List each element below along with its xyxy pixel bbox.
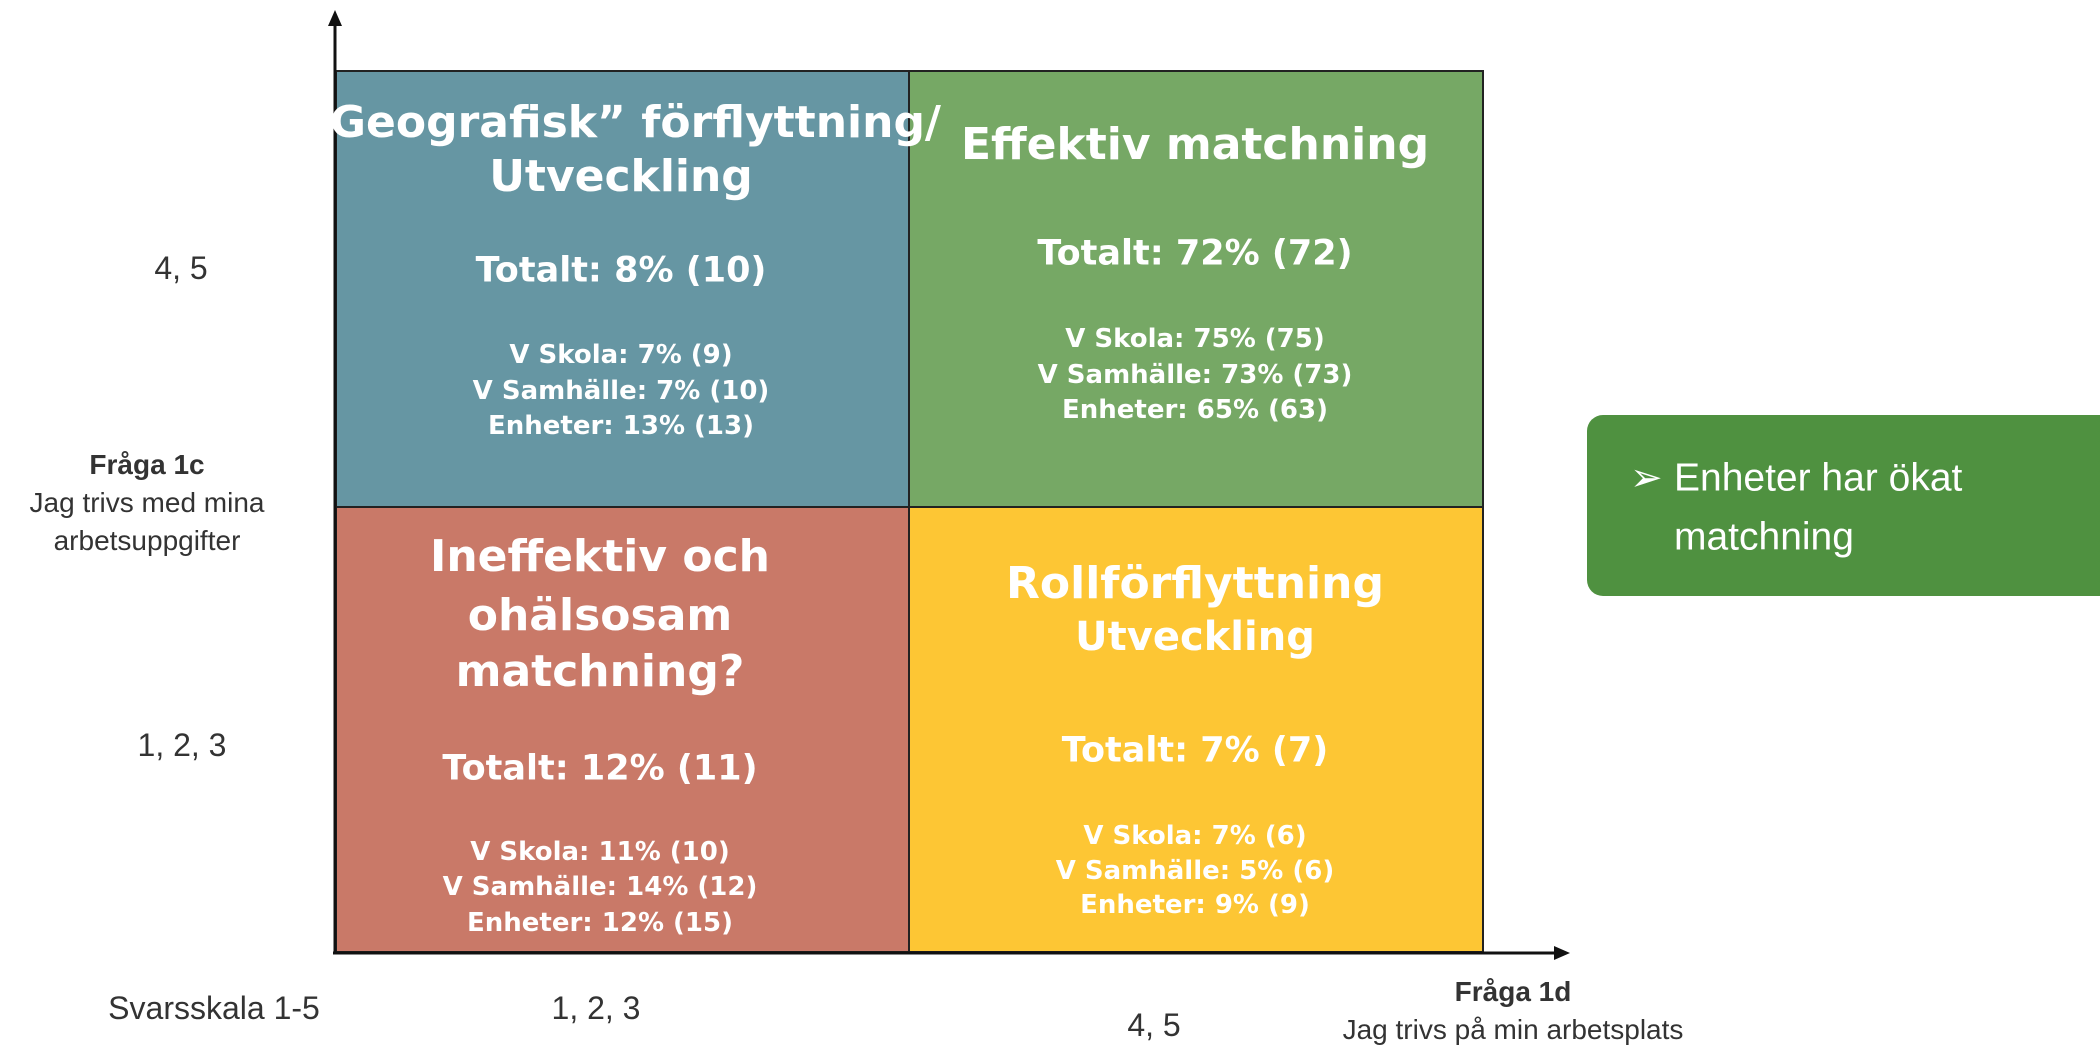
note-bullet: ➢ [1630,456,1663,500]
quadrant-detail: V Skola: 75% (75) [1065,324,1325,354]
quadrant-detail: V Samhälle: 73% (73) [1037,360,1353,390]
note-box: ➢ Enheter har ökat matchning [1587,415,2100,596]
quadrant-top-right [908,70,1484,508]
x-description: Jag trivs på min arbetsplats [1342,1014,1684,1045]
y-description: Jag trivs med mina [29,487,265,518]
quadrant-detail: V Skola: 7% (6) [1083,821,1307,851]
quadrant-detail: V Skola: 7% (9) [509,340,733,370]
y-low-label: 1, 2, 3 [137,727,227,763]
y-arrow [328,10,342,26]
quadrant-detail: Enheter: 12% (15) [467,908,733,938]
quadrant-top-left [335,70,910,508]
quadrant-total: Totalt: 12% (11) [442,748,758,789]
quadrant-bottom-right [908,506,1484,953]
quadrant-title: matchning? [455,646,745,697]
quadrant-title: ”Geografisk” förflyttning/ [300,97,942,148]
x-high-label: 4, 5 [1127,1007,1181,1043]
note-text: matchning [1674,515,1854,559]
quadrant-title: Rollförflyttning [1006,558,1384,609]
x-low-label: 1, 2, 3 [551,990,641,1026]
quadrant-detail: V Samhälle: 5% (6) [1055,856,1335,886]
y-question: Fråga 1c [89,449,205,480]
quadrant-title: Ineffektiv och [429,531,771,582]
quadrant-total: Totalt: 7% (7) [1061,730,1329,771]
y-description: arbetsuppgifter [53,525,241,556]
x-question: Fråga 1d [1454,976,1572,1007]
scale-label: Svarsskala 1-5 [108,990,320,1026]
quadrant-detail: V Skola: 11% (10) [470,837,730,867]
quadrant-title: Utveckling [489,151,753,202]
note-text: Enheter har ökat [1674,456,1963,500]
quadrant-total: Totalt: 72% (72) [1037,233,1353,274]
quadrant-title: Utveckling [1075,614,1315,660]
y-high-label: 4, 5 [154,250,208,286]
quadrant-detail: Enheter: 9% (9) [1080,890,1310,920]
quadrant-detail: V Samhälle: 14% (12) [442,872,758,902]
quadrant-title: ohälsosam [467,590,733,641]
quadrant-detail: Enheter: 65% (63) [1062,395,1328,425]
quadrant-title: Effektiv matchning [960,119,1430,170]
x-arrow [1554,946,1570,960]
quadrant-detail: V Samhälle: 7% (10) [472,376,770,406]
quadrant-detail: Enheter: 13% (13) [488,411,754,441]
quadrant-total: Totalt: 8% (10) [475,250,767,291]
